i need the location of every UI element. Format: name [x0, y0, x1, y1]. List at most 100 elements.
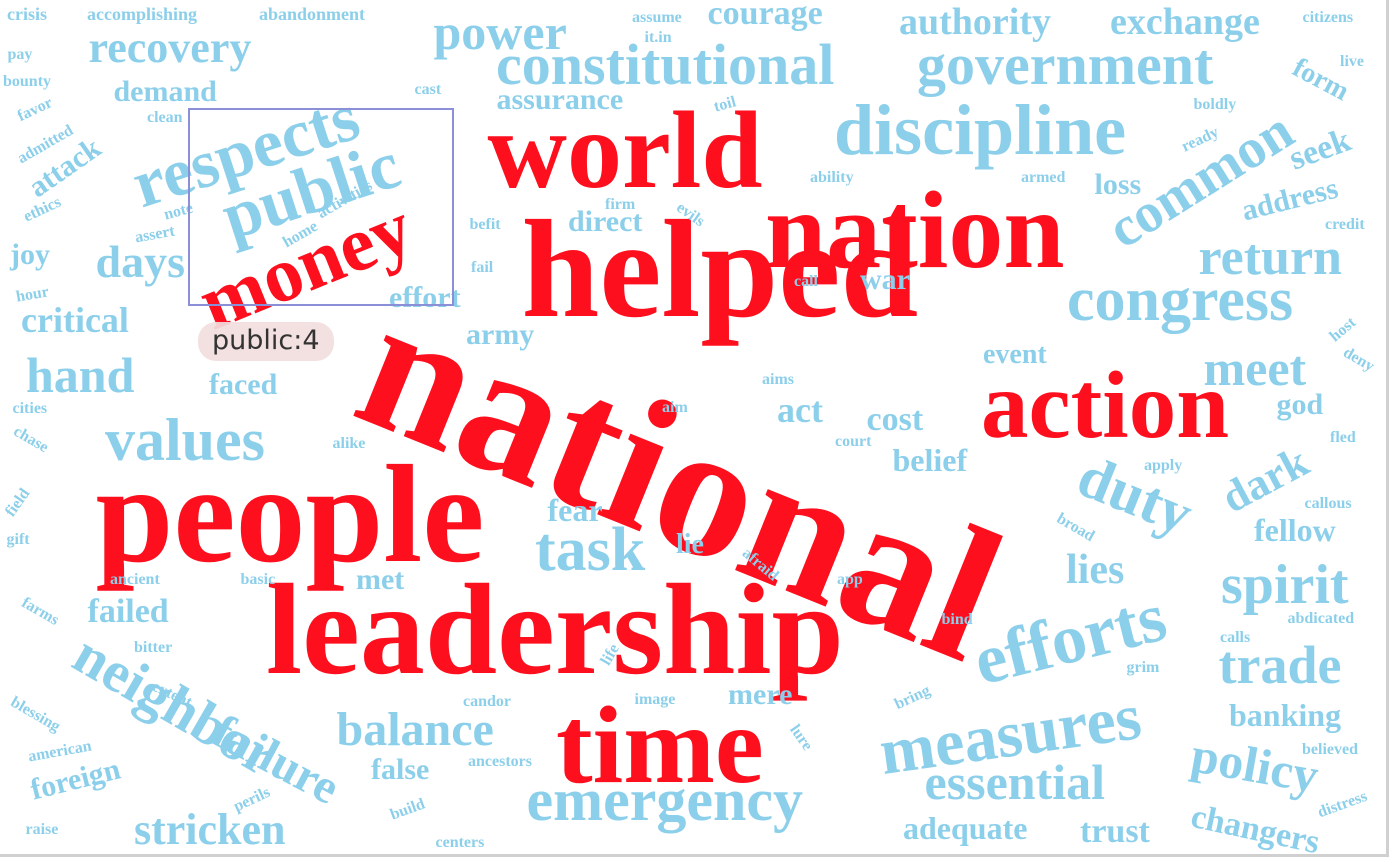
word-war[interactable]: war: [860, 263, 910, 296]
word-court[interactable]: court: [835, 433, 872, 450]
word-demand[interactable]: demand: [113, 75, 217, 108]
word-direct[interactable]: direct: [568, 205, 643, 238]
word-joy[interactable]: joy: [10, 238, 50, 271]
word-god[interactable]: god: [1276, 388, 1324, 421]
word-fellow[interactable]: fellow: [1254, 512, 1336, 548]
word-bind[interactable]: bind: [941, 611, 973, 628]
word-met[interactable]: met: [356, 563, 405, 596]
word-crisis[interactable]: crisis: [7, 4, 47, 24]
word-ethics[interactable]: ethics: [20, 193, 64, 226]
word-calls[interactable]: calls: [1220, 629, 1251, 646]
word-recovery[interactable]: recovery: [88, 23, 252, 72]
word-critical[interactable]: critical: [21, 300, 129, 340]
word-lies[interactable]: lies: [1066, 547, 1125, 593]
word-effort[interactable]: effort: [389, 281, 461, 314]
word-abandonment[interactable]: abandonment: [259, 4, 366, 24]
word-deny[interactable]: deny: [1339, 343, 1377, 376]
word-world[interactable]: world: [487, 89, 763, 211]
word-congress[interactable]: congress: [1067, 266, 1294, 334]
word-nation[interactable]: nation: [765, 169, 1065, 291]
word-faced[interactable]: faced: [209, 368, 278, 401]
word-armed[interactable]: armed: [1021, 169, 1066, 186]
word-cities[interactable]: cities: [12, 400, 48, 417]
word-fear[interactable]: fear: [547, 492, 603, 528]
word-aim[interactable]: aim: [662, 399, 688, 416]
word-failure[interactable]: failure: [203, 704, 348, 815]
word-assurance[interactable]: assurance: [496, 83, 624, 116]
word-belief[interactable]: belief: [892, 442, 968, 478]
word-army[interactable]: army: [466, 318, 535, 351]
word-basic[interactable]: basic: [240, 571, 276, 588]
word-abdicated[interactable]: abdicated: [1287, 610, 1355, 627]
word-bitter[interactable]: bitter: [134, 639, 173, 656]
word-firm[interactable]: firm: [605, 196, 636, 213]
word-exchange[interactable]: exchange: [1110, 1, 1260, 43]
word-lure[interactable]: lure: [785, 721, 816, 754]
word-task[interactable]: task: [535, 516, 646, 584]
word-banking[interactable]: banking: [1229, 697, 1342, 733]
word-power[interactable]: power: [433, 4, 567, 60]
word-spirit[interactable]: spirit: [1221, 554, 1349, 616]
word-boldly[interactable]: boldly: [1193, 96, 1237, 113]
word-favor[interactable]: favor: [14, 94, 56, 125]
word-field[interactable]: field: [2, 485, 34, 520]
word-hand[interactable]: hand: [26, 347, 135, 403]
word-time[interactable]: time: [556, 684, 764, 806]
word-ability[interactable]: ability: [810, 169, 854, 186]
word-callous[interactable]: callous: [1304, 495, 1352, 512]
word-clean[interactable]: clean: [147, 109, 183, 126]
word-efforts[interactable]: efforts: [966, 578, 1174, 701]
word-pay[interactable]: pay: [7, 46, 33, 63]
word-authority[interactable]: authority: [899, 1, 1051, 43]
word-cast[interactable]: cast: [414, 81, 442, 98]
word-credit[interactable]: credit: [1325, 216, 1365, 233]
word-host[interactable]: host: [1326, 313, 1360, 346]
word-blessing[interactable]: blessing: [7, 693, 64, 736]
word-farms[interactable]: farms: [18, 594, 62, 629]
word-it-in[interactable]: it.in: [644, 29, 672, 46]
word-constitutional[interactable]: constitutional: [496, 32, 835, 97]
word-chase[interactable]: chase: [10, 422, 51, 457]
word-helped[interactable]: helped: [521, 192, 919, 347]
word-call[interactable]: call: [794, 273, 818, 290]
word-days[interactable]: days: [95, 236, 185, 287]
word-action[interactable]: action: [981, 351, 1230, 458]
word-changers[interactable]: changers: [1187, 797, 1323, 857]
word-app[interactable]: app: [837, 571, 863, 588]
word-government[interactable]: government: [917, 32, 1214, 97]
word-live[interactable]: live: [1340, 53, 1364, 70]
word-aims[interactable]: aims: [762, 371, 794, 388]
word-candor[interactable]: candor: [463, 693, 511, 710]
word-fail[interactable]: fail: [471, 259, 494, 276]
word-fled[interactable]: fled: [1330, 429, 1356, 446]
word-bounty[interactable]: bounty: [3, 73, 52, 90]
word-image[interactable]: image: [634, 691, 676, 708]
word-balance[interactable]: balance: [336, 703, 494, 756]
word-build[interactable]: build: [387, 795, 428, 824]
word-gift[interactable]: gift: [6, 531, 30, 548]
word-dark[interactable]: dark: [1213, 436, 1317, 523]
word-ancient[interactable]: ancient: [110, 571, 160, 588]
word-broad[interactable]: broad: [1053, 510, 1097, 546]
word-assume[interactable]: assume: [632, 9, 682, 26]
word-false[interactable]: false: [371, 753, 430, 786]
word-return[interactable]: return: [1198, 229, 1342, 286]
word-ancestors[interactable]: ancestors: [468, 753, 532, 770]
word-discipline[interactable]: discipline: [834, 90, 1127, 170]
word-befit[interactable]: befit: [469, 216, 501, 233]
word-courage[interactable]: courage: [707, 0, 823, 32]
word-leadership[interactable]: leadership: [266, 558, 844, 702]
word-emergency[interactable]: emergency: [526, 767, 804, 833]
word-alike[interactable]: alike: [332, 435, 366, 452]
word-lie[interactable]: lie: [676, 529, 704, 560]
word-essential[interactable]: essential: [924, 754, 1106, 810]
word-centers[interactable]: centers: [435, 834, 485, 851]
word-apply[interactable]: apply: [1144, 457, 1183, 474]
word-trade[interactable]: trade: [1218, 635, 1342, 695]
word-cost[interactable]: cost: [866, 401, 924, 438]
word-values[interactable]: values: [105, 407, 266, 473]
word-stricken[interactable]: stricken: [134, 805, 286, 854]
word-trust[interactable]: trust: [1080, 813, 1150, 850]
word-meet[interactable]: meet: [1203, 340, 1307, 396]
word-adequate[interactable]: adequate: [903, 810, 1028, 846]
